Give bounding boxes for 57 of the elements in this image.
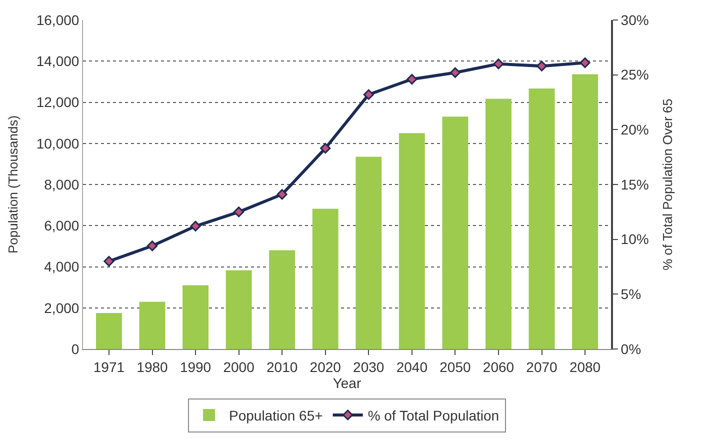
y-tick-label: 0 — [71, 340, 80, 357]
y-tick-label: 14,000 — [36, 53, 80, 70]
bar — [398, 133, 425, 349]
y2-tick-label: 15% — [620, 176, 649, 192]
x-tick-label: 2040 — [396, 358, 428, 375]
point — [146, 240, 158, 252]
x-tick-label: 2070 — [526, 358, 558, 375]
bar — [528, 88, 555, 349]
legend-label: % of Total Population — [368, 407, 500, 424]
x-tick-label: 2010 — [266, 358, 298, 375]
y-tick-label: 4,000 — [44, 258, 80, 275]
x-tick-label: 2060 — [482, 358, 514, 375]
point — [104, 256, 114, 267]
y2-tick-label: 30% — [620, 12, 649, 28]
y-tick-label: 2,000 — [44, 300, 80, 316]
y2-tick-label: 20% — [620, 122, 649, 138]
y-tick-label: 6,000 — [44, 218, 80, 234]
point — [276, 189, 288, 200]
point — [234, 206, 244, 218]
y-tick-label: 16,000 — [36, 12, 80, 28]
y-tick-label: 8,000 — [44, 176, 80, 192]
y2-tick-label: 5% — [620, 286, 642, 302]
bar — [182, 285, 209, 349]
bar — [139, 302, 166, 349]
x-tick-label: 2050 — [440, 358, 471, 375]
legend-label: Population 65+ — [229, 407, 323, 424]
x-tick-label: 2000 — [223, 358, 255, 375]
bar — [485, 98, 512, 349]
y2-tick-label: 10% — [620, 231, 649, 248]
y2-axis-title: % of Total Population Over 65 — [660, 98, 675, 270]
x-axis-title: Year — [332, 375, 362, 392]
x-tick-label: 1971 — [93, 358, 125, 375]
point — [320, 143, 331, 154]
y-tick-label: 10,000 — [36, 135, 80, 152]
point — [536, 60, 548, 72]
x-tick-label: 2030 — [353, 358, 384, 375]
bar — [442, 116, 468, 349]
point — [406, 74, 418, 85]
point — [580, 57, 590, 68]
x-tick-label: 2020 — [310, 358, 342, 375]
y2-tick-label: 25% — [620, 66, 649, 83]
bar — [356, 156, 382, 349]
bar — [96, 313, 122, 349]
point — [190, 220, 201, 232]
bar — [572, 74, 598, 349]
x-tick-label: 1990 — [180, 358, 212, 375]
x-tick-label: 2080 — [569, 358, 601, 375]
bar — [269, 250, 296, 349]
bar — [312, 208, 338, 349]
point — [450, 67, 460, 78]
bar — [226, 270, 252, 349]
point — [363, 89, 374, 100]
point — [493, 58, 504, 70]
x-tick-label: 1980 — [136, 358, 168, 375]
y-tick-label: 12,000 — [36, 94, 80, 110]
y2-tick-label: 0% — [620, 340, 642, 357]
y-axis-title: Population (Thousands) — [5, 115, 20, 254]
